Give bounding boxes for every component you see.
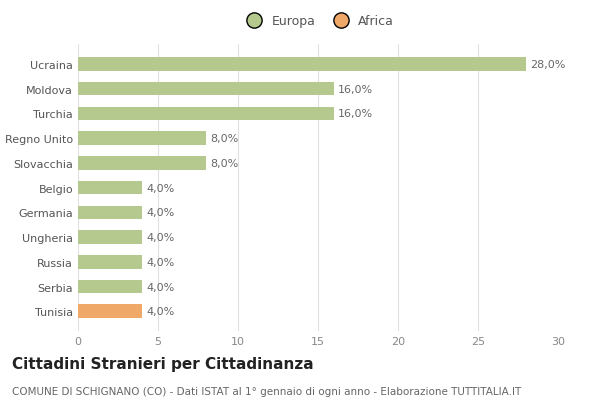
Text: 8,0%: 8,0% xyxy=(210,134,238,144)
Text: 16,0%: 16,0% xyxy=(338,109,373,119)
Text: 4,0%: 4,0% xyxy=(146,208,174,218)
Bar xyxy=(78,181,142,195)
Bar xyxy=(78,231,142,244)
Bar xyxy=(78,305,142,318)
Bar xyxy=(78,280,142,294)
Text: 4,0%: 4,0% xyxy=(146,282,174,292)
Text: 8,0%: 8,0% xyxy=(210,158,238,169)
Legend: Europa, Africa: Europa, Africa xyxy=(237,10,399,33)
Text: 4,0%: 4,0% xyxy=(146,306,174,317)
Text: 4,0%: 4,0% xyxy=(146,232,174,243)
Text: 4,0%: 4,0% xyxy=(146,183,174,193)
Bar xyxy=(78,83,334,96)
Text: 28,0%: 28,0% xyxy=(530,60,565,70)
Bar xyxy=(78,107,334,121)
Bar xyxy=(78,132,206,146)
Text: 16,0%: 16,0% xyxy=(338,85,373,94)
Text: Cittadini Stranieri per Cittadinanza: Cittadini Stranieri per Cittadinanza xyxy=(12,356,314,371)
Bar xyxy=(78,157,206,170)
Bar xyxy=(78,206,142,220)
Bar xyxy=(78,58,526,72)
Text: 4,0%: 4,0% xyxy=(146,257,174,267)
Text: COMUNE DI SCHIGNANO (CO) - Dati ISTAT al 1° gennaio di ogni anno - Elaborazione : COMUNE DI SCHIGNANO (CO) - Dati ISTAT al… xyxy=(12,387,521,396)
Bar xyxy=(78,255,142,269)
